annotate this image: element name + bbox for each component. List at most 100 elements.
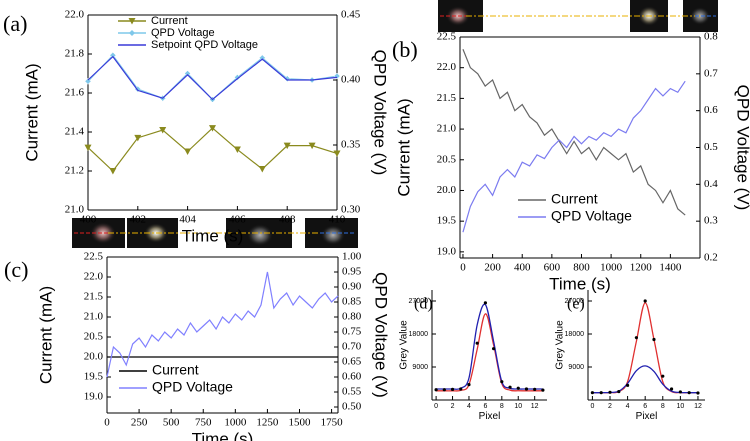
- x-tick-label: 1000: [600, 261, 623, 273]
- y-tick-label: 20.5: [84, 331, 104, 343]
- legend-marker: [129, 30, 135, 36]
- marker: [84, 77, 92, 85]
- marker: [678, 390, 682, 394]
- marker: [459, 387, 463, 391]
- y2-tick-label: 0.85: [342, 296, 362, 308]
- legend-label: Current: [151, 15, 188, 27]
- y-axis-label: Current (mA): [22, 63, 41, 161]
- marker: [533, 387, 537, 391]
- x-tick-label: 6: [483, 403, 487, 410]
- y-tick-label: 21.4: [65, 126, 85, 138]
- marker: [442, 388, 446, 392]
- marker: [687, 391, 691, 395]
- y-tick-label: 21.6: [65, 87, 85, 99]
- legend-label: QPD Voltage: [152, 379, 233, 395]
- y-tick-label: 21.2: [65, 165, 84, 177]
- series-line: [436, 303, 543, 390]
- y-axis-label: Current (mA): [394, 98, 413, 196]
- y-tick-label: 19.5: [84, 371, 104, 383]
- legend-label: QPD Voltage: [151, 27, 215, 39]
- marker: [184, 148, 192, 155]
- y-tick-label: 22.0: [84, 271, 104, 283]
- y-tick-label: 19.0: [437, 245, 457, 257]
- x-tick-label: 400: [514, 261, 531, 273]
- x-tick-label: 10: [514, 403, 522, 410]
- y-axis-label: Grey Value: [399, 320, 410, 370]
- marker: [625, 383, 630, 387]
- marker: [516, 386, 520, 390]
- x-axis-label: Time (s): [192, 429, 254, 441]
- marker: [258, 166, 266, 173]
- y-tick-label: 21.0: [65, 204, 85, 216]
- marker: [590, 391, 594, 395]
- y2-tick-label: 0.90: [342, 281, 362, 293]
- panel-label: (e): [567, 296, 585, 313]
- x-tick-label: 500: [163, 416, 180, 428]
- marker: [617, 389, 621, 394]
- marker: [434, 388, 438, 392]
- y-tick-label: 22.0: [437, 61, 457, 73]
- marker: [500, 380, 504, 384]
- x-tick-label: 1000: [224, 416, 247, 428]
- x-axis-label: Pixel: [636, 411, 658, 422]
- panel: (d) 0 2 4 6 8 10 12 9000 18000 27000 Pixel Grey Valu…: [399, 290, 547, 422]
- y-tick-label: 20.0: [84, 351, 104, 363]
- series-line: [87, 127, 338, 172]
- y-tick-label: 21.0: [437, 123, 457, 135]
- y-tick-label: 21.0: [84, 311, 104, 323]
- x-tick-label: 8: [500, 403, 504, 410]
- x-tick-label: 12: [531, 403, 539, 410]
- x-tick-label: 1400: [659, 261, 682, 273]
- series-line: [592, 302, 698, 394]
- x-tick-label: 406: [229, 213, 246, 225]
- y-tick-label: 22.5: [437, 31, 457, 43]
- x-tick-label: 1250: [256, 416, 279, 428]
- y2-tick-label: 0.40: [341, 74, 361, 86]
- y2-tick-label: 0.7: [704, 67, 718, 79]
- y2-tick-label: 0.65: [342, 356, 362, 368]
- marker: [84, 144, 92, 152]
- marker: [283, 142, 291, 150]
- x-tick-label: 8: [661, 403, 665, 410]
- marker: [450, 387, 455, 391]
- marker: [492, 347, 496, 351]
- marker: [159, 127, 167, 134]
- x-tick-label: 4: [467, 403, 471, 410]
- panel: (a) 400 402 404 406 408 410 21.0 21.2 21.4 21.6 21.…: [3, 9, 390, 246]
- marker: [669, 387, 674, 391]
- panel: (b) 0 200 400 600 800 1000 1200 1400 19.0 19.5 20.0…: [392, 31, 750, 294]
- y2-tick-label: 0.4: [704, 178, 718, 190]
- y-tick-label: 18000: [565, 331, 585, 338]
- y2-tick-label: 0.70: [342, 341, 362, 353]
- beam-images-b: [438, 0, 718, 32]
- y-tick-label: 9000: [568, 364, 584, 371]
- x-tick-label: 600: [544, 261, 561, 273]
- marker: [661, 374, 665, 378]
- y-tick-label: 20.0: [437, 184, 457, 196]
- y2-tick-label: 0.45: [341, 9, 361, 21]
- y2-axis-label: QPD Voltage (V): [734, 85, 750, 211]
- x-tick-label: 2: [451, 403, 455, 410]
- y2-tick-label: 0.75: [342, 326, 362, 338]
- marker: [467, 383, 471, 387]
- y2-tick-label: 0.2: [704, 252, 718, 264]
- legend-label: Current: [551, 191, 598, 207]
- marker: [184, 70, 191, 77]
- marker: [541, 388, 545, 392]
- x-tick-label: 800: [573, 261, 590, 273]
- x-axis-label: Time (s): [182, 226, 244, 245]
- legend-label: Current: [152, 362, 199, 378]
- y-tick-label: 18000: [409, 331, 429, 338]
- marker: [483, 301, 487, 305]
- panel: (e) 0 2 4 6 8 10 12 9000 18000 27000 Pixel Grey Valu…: [555, 290, 705, 422]
- series-line: [106, 271, 339, 378]
- x-axis-label: Time (s): [549, 274, 611, 293]
- y-tick-label: 27000: [565, 298, 585, 305]
- marker: [599, 391, 603, 395]
- y-tick-label: 21.5: [437, 92, 457, 104]
- marker: [508, 385, 512, 389]
- x-tick-label: 750: [195, 416, 212, 428]
- x-tick-label: 2: [608, 403, 612, 410]
- marker: [109, 51, 117, 59]
